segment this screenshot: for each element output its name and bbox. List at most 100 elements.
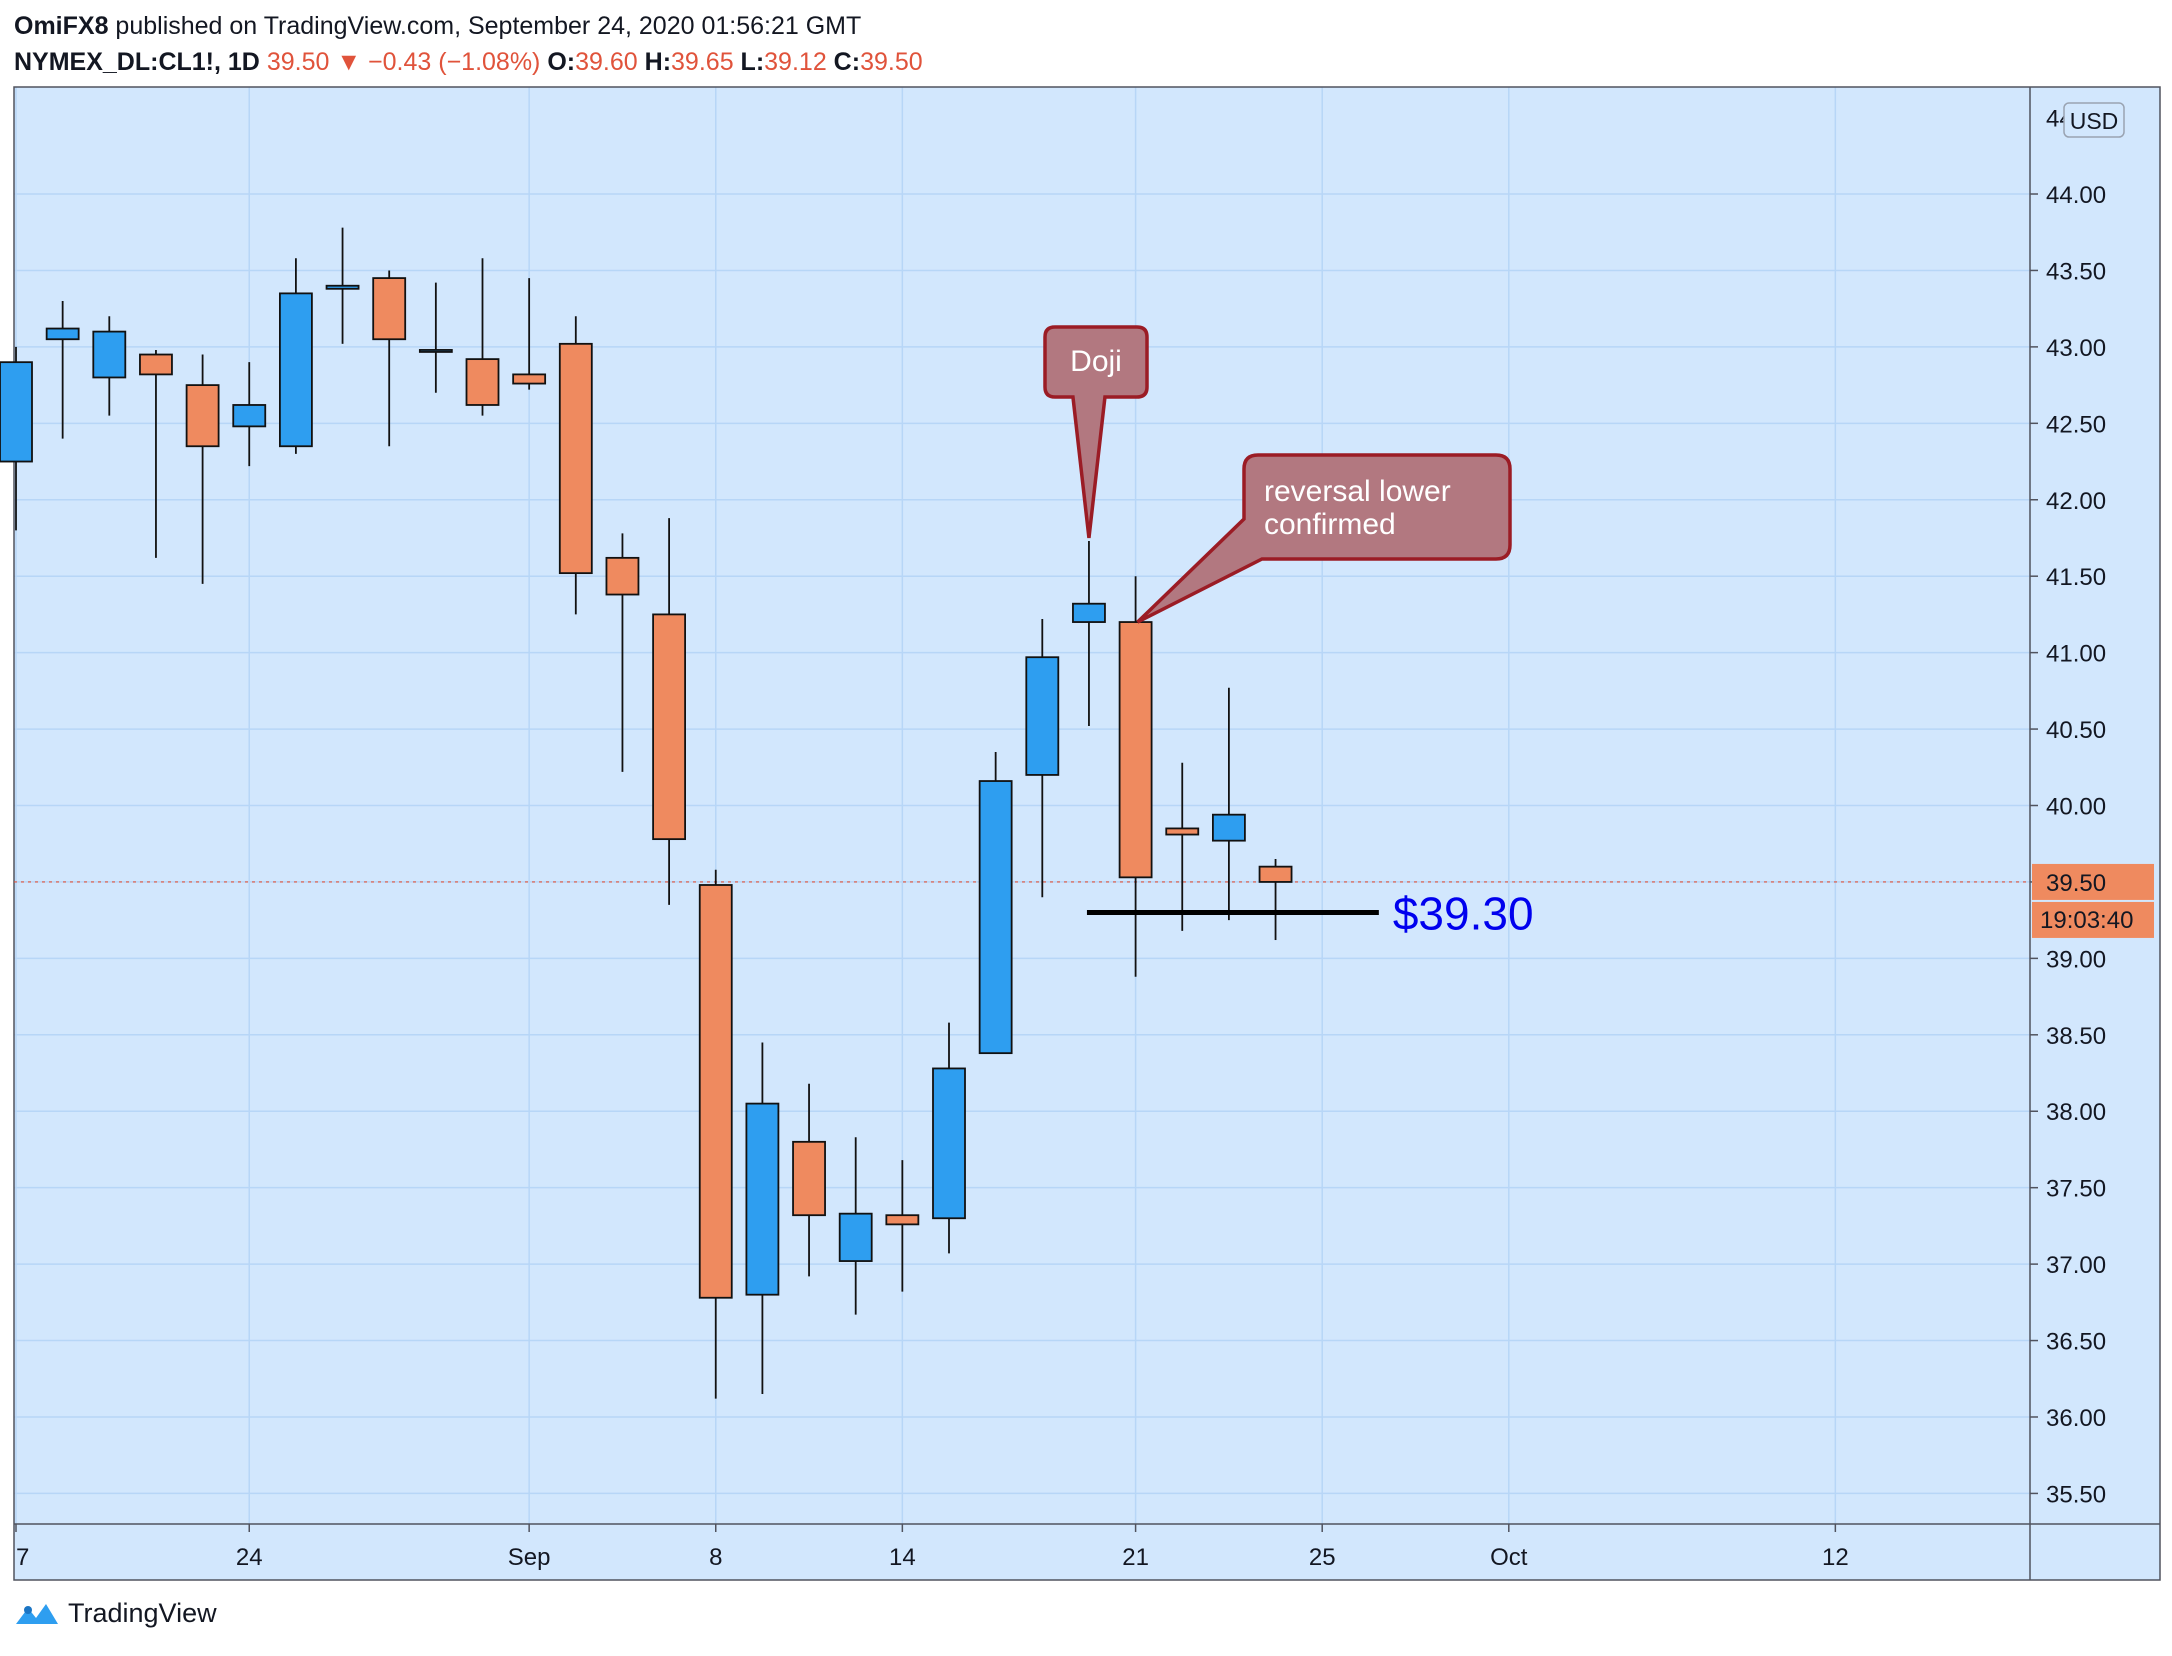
candle-body-down (1165, 827, 1200, 836)
y-tick-label: 35.50 (2046, 1481, 2106, 1508)
candle-body-up (278, 292, 313, 448)
candle-body-up (1025, 656, 1060, 776)
close-value: 39.50 (860, 48, 923, 76)
candle-body-up (978, 780, 1013, 1055)
candle[interactable] (558, 316, 593, 615)
candle[interactable] (45, 301, 80, 439)
brand-name[interactable]: TradingView (68, 1598, 217, 1628)
symbol-info: NYMEX_DL:CL1!, 1D 39.50 ▼ −0.43 (−1.08%)… (14, 44, 923, 80)
candle-body-down (885, 1214, 920, 1226)
y-tick-label: 41.50 (2046, 564, 2106, 591)
candle[interactable] (512, 278, 547, 390)
candle[interactable] (1072, 541, 1106, 727)
candle-body-up (232, 404, 267, 428)
candle[interactable] (1025, 618, 1060, 898)
y-tick-label: 43.50 (2046, 258, 2106, 285)
candle[interactable] (278, 258, 313, 454)
price-axis-area[interactable] (2030, 87, 2160, 1524)
candle[interactable] (465, 258, 500, 416)
candle-body-down (1118, 621, 1153, 879)
callout-reversal-text: confirmed (1264, 508, 1396, 541)
candle[interactable] (325, 227, 360, 344)
x-tick-label: 8 (709, 1544, 722, 1571)
candle-body-down (792, 1140, 826, 1217)
candle[interactable] (838, 1137, 873, 1315)
x-tick-label: Oct (1490, 1544, 1528, 1571)
candle[interactable] (0, 346, 33, 531)
candle[interactable] (1118, 576, 1153, 977)
candle[interactable] (792, 1083, 826, 1277)
callout-reversal[interactable] (1136, 453, 1512, 624)
published-text: published on TradingView.com, September … (108, 12, 862, 40)
countdown-tag (2032, 901, 2154, 938)
currency-label: USD (2070, 108, 2119, 134)
support-label: $39.30 (1393, 888, 1534, 940)
currency-badge[interactable] (2063, 102, 2125, 138)
candle[interactable] (605, 533, 640, 772)
close-label: C: (833, 48, 861, 76)
x-tick-label: 21 (1122, 1544, 1149, 1571)
candle[interactable] (745, 1042, 780, 1395)
callout-reversal-text: reversal lower (1264, 475, 1451, 508)
footer-brand: TradingView (14, 1598, 217, 1629)
candle[interactable] (1212, 687, 1246, 921)
candle[interactable] (932, 1022, 966, 1254)
chart-border (13, 86, 2161, 1581)
candle-body-down (605, 556, 640, 596)
author-name[interactable]: OmiFX8 (14, 12, 109, 40)
down-arrow-icon: ▼ (336, 48, 362, 76)
candle-body-down (185, 384, 220, 448)
candle[interactable] (418, 282, 453, 393)
candle-body-up (1212, 813, 1246, 842)
candle-body-down (139, 353, 173, 376)
candle[interactable] (185, 354, 220, 584)
y-tick-label: 39.00 (2046, 946, 2106, 973)
candle-body-down (698, 884, 733, 1299)
x-tick-label: Sep (508, 1544, 551, 1571)
y-tick-label: 41.00 (2046, 641, 2106, 668)
candle[interactable] (652, 518, 686, 905)
symbol-name[interactable]: NYMEX_DL:CL1!, 1D (14, 48, 260, 76)
y-tick-label: 42.00 (2046, 488, 2106, 515)
open-label: O: (547, 48, 576, 76)
high-label: H: (644, 48, 672, 76)
publish-info: OmiFX8 published on TradingView.com, Sep… (14, 8, 923, 44)
candle[interactable] (92, 316, 127, 416)
last-price-tag-label: 39.50 (2046, 870, 2106, 897)
candle-body-up (745, 1102, 780, 1296)
candle[interactable] (1258, 859, 1293, 941)
candle-body-up (325, 284, 360, 290)
countdown-tag-label: 19:03:40 (2040, 907, 2133, 934)
candle[interactable] (885, 1160, 920, 1292)
candle-body-down (1258, 865, 1293, 883)
candle[interactable] (698, 869, 733, 1399)
candle-body-up (92, 330, 127, 379)
candle-body-down (558, 342, 593, 575)
x-tick-label: 25 (1309, 1544, 1336, 1571)
time-axis-area[interactable] (14, 1524, 2160, 1580)
last-price: 39.50 (266, 48, 330, 76)
y-tick-label: 37.50 (2046, 1176, 2106, 1203)
x-tick-label: 12 (1822, 1544, 1849, 1571)
candle[interactable] (232, 362, 267, 467)
callout-doji[interactable] (1043, 325, 1149, 539)
candle[interactable] (372, 270, 407, 447)
candle-body-down (652, 613, 686, 841)
y-tick-label: 44.00 (2046, 182, 2106, 209)
low-label: L: (740, 48, 765, 76)
candle-body-up (0, 361, 33, 463)
candle-body-up (418, 349, 453, 353)
candle[interactable] (139, 349, 173, 558)
y-tick-label: 38.00 (2046, 1099, 2106, 1126)
x-tick-label: 24 (236, 1544, 263, 1571)
candle[interactable] (1165, 762, 1200, 931)
candle-body-down (512, 373, 547, 385)
candle-body-up (45, 327, 80, 341)
candle[interactable] (978, 751, 1013, 1055)
y-tick-label: 36.50 (2046, 1329, 2106, 1356)
price-change: −0.43 (−1.08%) (368, 48, 541, 76)
y-tick-label: 38.50 (2046, 1023, 2106, 1050)
candle-body-down (372, 277, 407, 341)
y-tick-label: 36.00 (2046, 1405, 2106, 1432)
